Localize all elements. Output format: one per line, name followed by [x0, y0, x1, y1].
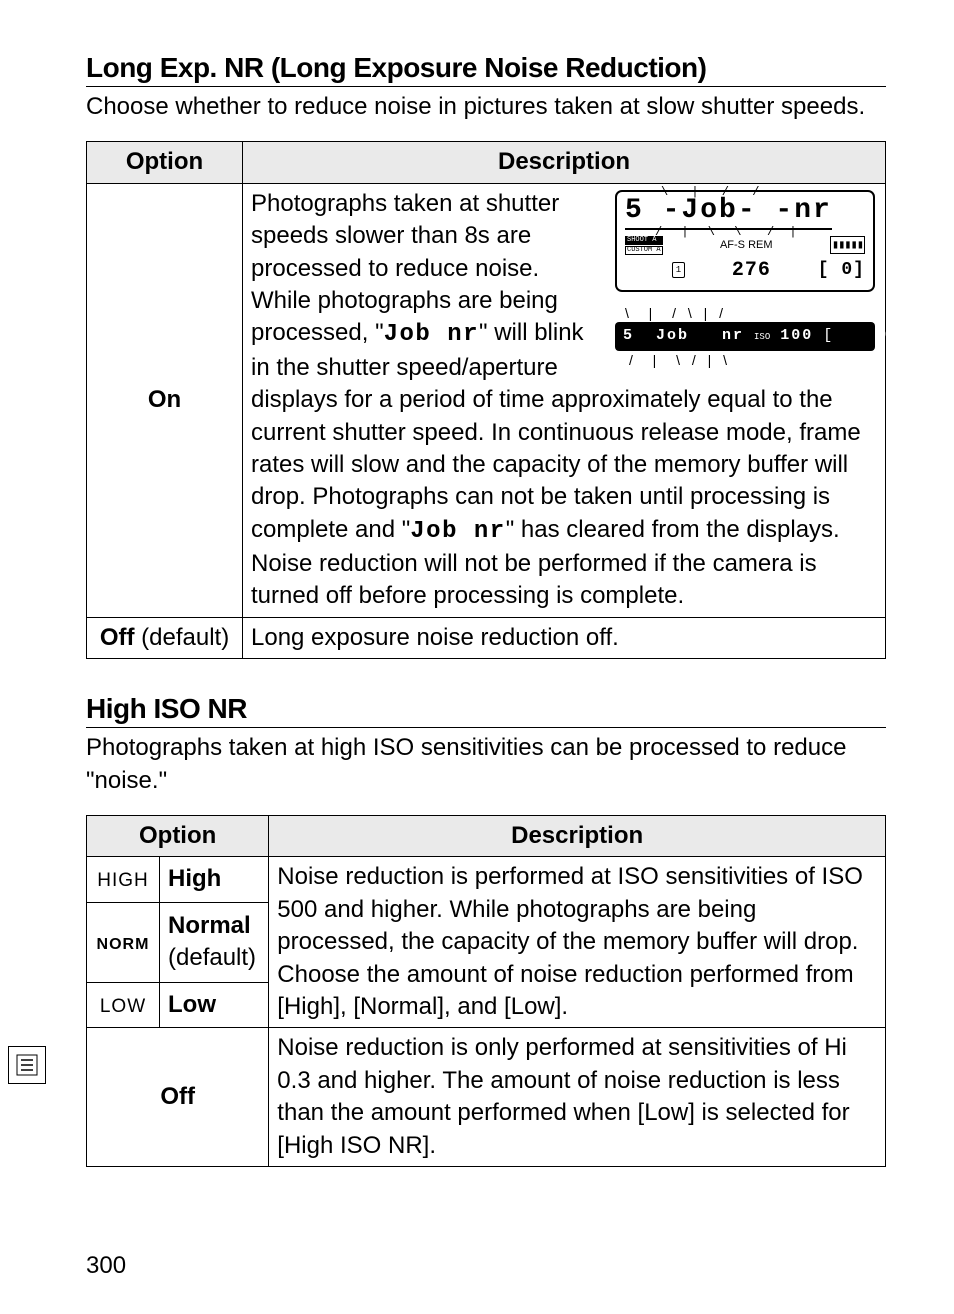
table-row: HIGH High Noise reduction is performed a… [87, 857, 886, 902]
menu-tab-icon [8, 1046, 46, 1084]
lcd-shots-remaining: 276 [732, 257, 771, 284]
high-iso-table: Option Description HIGH High Noise reduc… [86, 815, 886, 1167]
high-icon: HIGH [95, 868, 151, 894]
description-high-normal-low: Noise reduction is performed at ISO sens… [269, 857, 886, 1028]
col-header-option: Option [87, 816, 269, 857]
description-on: \ | / / 5 -Job- -nr / | \ \ / | SHOOT AC… [243, 183, 886, 617]
option-low: Low [160, 983, 269, 1028]
low-icon: LOW [95, 994, 151, 1020]
col-header-option: Option [87, 142, 243, 183]
vf-iso-value: 100 [780, 326, 813, 346]
blink-arrows-icon: \ | / \ | / [625, 304, 875, 323]
page-number: 300 [86, 1252, 126, 1280]
col-header-description: Description [269, 816, 886, 857]
lcd-illustration: \ | / / 5 -Job- -nr / | \ \ / | SHOOT AC… [615, 190, 875, 370]
section-title-long-exp: Long Exp. NR (Long Exposure Noise Reduct… [86, 52, 886, 87]
top-lcd: \ | / / 5 -Job- -nr / | \ \ / | SHOOT AC… [615, 190, 875, 292]
blink-arrows-icon: / | \ / | \ [629, 351, 875, 370]
table-row: On \ | / / 5 -Job- -nr / | \ \ / | SHOOT… [87, 183, 886, 617]
vf-main-readout: 5 Job nr [623, 326, 744, 346]
lcd-bracket: [ 0] [818, 258, 865, 282]
table-row: Off (default) Long exposure noise reduct… [87, 617, 886, 658]
lcd-text-inline: Job nr [384, 321, 479, 348]
iso-label: ISO [754, 331, 770, 343]
section-desc-high-iso: Photographs taken at high ISO sensitivit… [86, 732, 886, 797]
col-header-description: Description [243, 142, 886, 183]
sd-card-icon: 1 [672, 262, 685, 278]
lcd-text-inline: Job nr [410, 518, 505, 545]
description-off: Noise reduction is only performed at sen… [269, 1028, 886, 1167]
battery-icon: ▮▮▮▮▮ [830, 236, 865, 254]
section-title-high-iso: High ISO NR [86, 693, 886, 728]
option-off: Off [87, 1028, 269, 1167]
section-desc-long-exp: Choose whether to reduce noise in pictur… [86, 91, 886, 123]
table-row: Off Noise reduction is only performed at… [87, 1028, 886, 1167]
description-off: Long exposure noise reduction off. [243, 617, 886, 658]
norm-icon: NORM [95, 934, 151, 956]
option-high: High [160, 857, 269, 902]
option-normal: Normal(default) [160, 902, 269, 983]
viewfinder-lcd: 5 Job nr ISO 100 [ 0] [615, 322, 875, 350]
option-off: Off (default) [87, 617, 243, 658]
blink-arrows-icon: / | \ \ [655, 224, 747, 240]
long-exp-table: Option Description On \ | / / 5 -Job- -n… [86, 141, 886, 659]
vf-bracket: [ 0] [823, 326, 895, 346]
blink-arrows-icon: / | [767, 224, 801, 240]
option-on: On [87, 183, 243, 617]
